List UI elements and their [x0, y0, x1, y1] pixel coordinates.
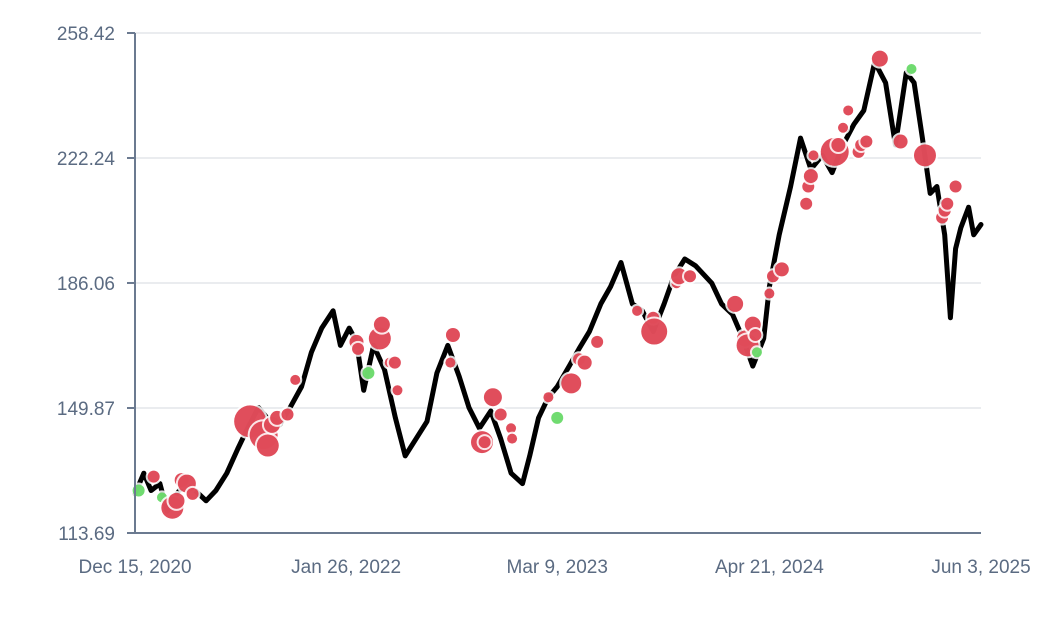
red-marker	[808, 150, 819, 161]
red-marker	[577, 355, 592, 370]
red-marker	[764, 288, 775, 299]
red-marker	[388, 356, 401, 369]
red-marker	[591, 335, 604, 348]
green-marker	[551, 411, 564, 424]
red-marker	[506, 423, 517, 434]
red-marker	[641, 318, 668, 345]
red-marker	[445, 357, 456, 368]
red-marker	[727, 295, 744, 312]
red-marker	[749, 329, 762, 342]
red-marker	[838, 122, 849, 133]
red-marker	[147, 470, 160, 483]
green-marker	[362, 367, 375, 380]
axes: 113.69 149.87 186.06 222.24 258.42 Dec 15, 20…	[57, 24, 1031, 578]
red-marker	[800, 197, 813, 210]
x-tick-label: Jun 3, 2025	[931, 557, 1030, 578]
red-marker	[774, 262, 789, 277]
y-tick-label: 222.24	[57, 149, 116, 170]
red-marker	[684, 270, 697, 283]
red-marker	[256, 434, 279, 457]
red-marker	[949, 180, 962, 193]
red-marker	[168, 492, 185, 509]
red-marker	[860, 135, 873, 148]
red-marker	[803, 169, 818, 184]
red-marker	[507, 433, 518, 444]
event-markers	[130, 48, 964, 521]
red-marker	[941, 197, 954, 210]
red-marker	[281, 408, 294, 421]
red-marker	[445, 328, 460, 343]
red-marker	[543, 392, 554, 403]
y-tick-label: 258.42	[57, 24, 115, 45]
red-marker	[186, 487, 199, 500]
red-marker	[893, 134, 908, 149]
y-tick-label: 149.87	[57, 399, 115, 420]
red-marker	[632, 305, 643, 316]
x-tick-label: Jan 26, 2022	[291, 557, 401, 578]
red-marker	[494, 408, 507, 421]
red-marker	[913, 144, 936, 167]
x-tick-label: Apr 21, 2024	[715, 557, 824, 578]
red-marker	[478, 436, 491, 449]
red-marker	[871, 50, 888, 67]
red-marker	[561, 373, 582, 394]
red-marker	[843, 105, 854, 116]
red-marker	[483, 388, 502, 407]
y-tick-label: 113.69	[58, 524, 115, 545]
red-marker	[352, 342, 365, 355]
red-marker	[373, 316, 390, 333]
y-tick-label: 186.06	[57, 274, 115, 295]
green-marker	[751, 347, 762, 358]
green-marker	[906, 63, 917, 74]
red-marker	[290, 374, 301, 385]
x-tick-label: Dec 15, 2020	[78, 557, 191, 578]
x-tick-label: Mar 9, 2023	[507, 557, 608, 578]
red-marker	[392, 385, 403, 396]
red-marker	[831, 138, 846, 153]
